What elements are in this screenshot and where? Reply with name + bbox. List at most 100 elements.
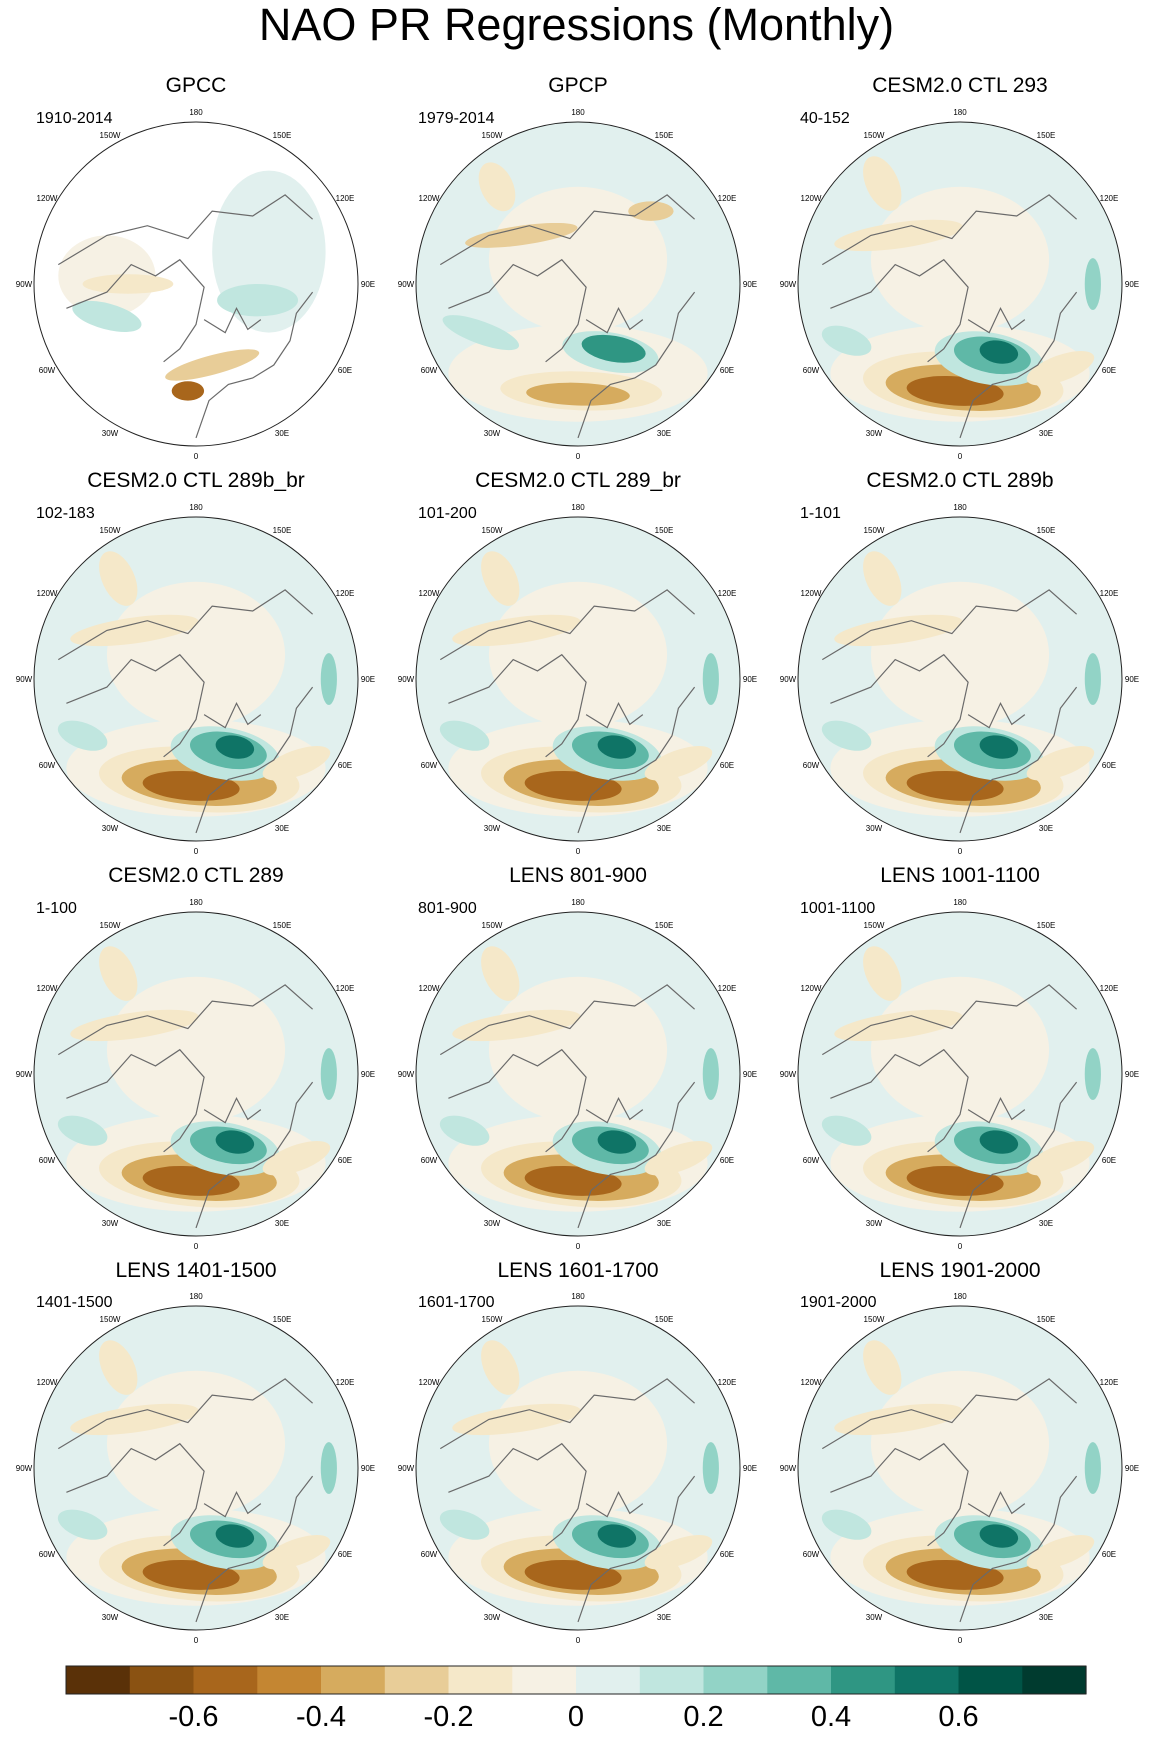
field-anomaly xyxy=(215,735,255,759)
field-anomaly xyxy=(320,1442,337,1494)
longitude-label: 180 xyxy=(189,503,203,512)
precip-field xyxy=(34,122,358,446)
field-anomaly xyxy=(821,1509,872,1540)
longitude-label: 30E xyxy=(1039,1219,1053,1228)
longitude-label: 150E xyxy=(273,921,292,930)
panel-title: LENS 1601-1700 xyxy=(497,1259,658,1282)
field-anomaly xyxy=(597,735,637,759)
longitude-label: 90W xyxy=(780,1070,797,1079)
longitude-label: 30W xyxy=(102,429,119,438)
panel-title: LENS 1001-1100 xyxy=(880,864,1040,887)
longitude-label: 60E xyxy=(720,1156,734,1165)
longitude-label: 120W xyxy=(801,984,822,993)
field-anomaly xyxy=(481,551,520,606)
longitude-label: 30W xyxy=(484,1613,501,1622)
colorbar-swatch xyxy=(384,1666,450,1694)
field-anomaly xyxy=(215,1524,255,1548)
colorbar-swatch xyxy=(767,1666,832,1694)
longitude-label: 60W xyxy=(39,1156,56,1165)
longitude-label: 150W xyxy=(100,131,121,140)
longitude-label: 30E xyxy=(1039,429,1053,438)
field-anomaly xyxy=(70,1009,199,1042)
precip-field xyxy=(798,517,1122,841)
longitude-label: 30E xyxy=(275,1219,289,1228)
colorbar-tick-label: -0.4 xyxy=(296,1701,346,1733)
longitude-label: 30E xyxy=(657,1613,671,1622)
map-boundary xyxy=(797,121,1123,447)
panel-title: LENS 1901-2000 xyxy=(879,1259,1040,1282)
period-label: 1979-2014 xyxy=(418,110,495,127)
field-anomaly xyxy=(644,1535,713,1570)
field-anomaly xyxy=(979,1524,1019,1548)
map-boundary xyxy=(797,516,1123,842)
longitude-label: 0 xyxy=(194,847,199,856)
longitude-label: 120W xyxy=(419,589,440,598)
field-anomaly xyxy=(1084,258,1101,310)
coastline xyxy=(959,1475,1078,1623)
colorbar-swatch xyxy=(129,1666,195,1694)
period-label: 40-152 xyxy=(800,110,850,127)
coastline xyxy=(967,1096,1026,1124)
field-anomaly xyxy=(215,1130,255,1154)
colorbar-tick-label: -0.2 xyxy=(424,1701,474,1733)
longitude-label: 150E xyxy=(273,131,292,140)
panel-title: GPCP xyxy=(548,74,608,97)
period-label: 1-101 xyxy=(800,505,841,522)
longitude-label: 150W xyxy=(864,526,885,535)
longitude-label: 150W xyxy=(100,921,121,930)
longitude-label: 120E xyxy=(718,984,737,993)
longitude-label: 30W xyxy=(484,429,501,438)
coastline xyxy=(66,1442,205,1547)
field-anomaly xyxy=(72,300,142,332)
longitude-label: 90W xyxy=(398,280,415,289)
map-boundary xyxy=(33,1305,359,1631)
panel-title: CESM2.0 CTL 289b xyxy=(866,469,1053,492)
longitude-label: 30W xyxy=(102,1219,119,1228)
coastline xyxy=(830,1048,969,1153)
field-anomaly xyxy=(262,1141,331,1176)
panel-title: GPCC xyxy=(166,74,227,97)
longitude-label: 150E xyxy=(273,526,292,535)
colorbar-swatch xyxy=(831,1666,896,1694)
field-anomaly xyxy=(581,334,646,363)
field-anomaly xyxy=(262,1535,331,1570)
coastline xyxy=(585,1490,644,1518)
field-anomaly xyxy=(165,349,260,381)
longitude-label: 180 xyxy=(571,1292,585,1301)
field-anomaly xyxy=(442,315,520,351)
longitude-label: 0 xyxy=(194,1242,199,1251)
precip-field xyxy=(34,1306,358,1630)
longitude-label: 0 xyxy=(958,1242,963,1251)
longitude-label: 120W xyxy=(37,1378,58,1387)
longitude-label: 90W xyxy=(16,675,33,684)
coastline xyxy=(203,306,262,334)
longitude-label: 0 xyxy=(958,847,963,856)
longitude-label: 120E xyxy=(1100,1378,1119,1387)
field-anomaly xyxy=(834,219,963,252)
longitude-label: 30W xyxy=(866,1613,883,1622)
precip-field xyxy=(798,1306,1122,1630)
longitude-label: 120W xyxy=(801,194,822,203)
field-anomaly xyxy=(171,381,205,401)
longitude-label: 90E xyxy=(743,1464,757,1473)
field-anomaly xyxy=(644,1141,713,1176)
longitude-label: 30E xyxy=(275,824,289,833)
coastline xyxy=(585,701,644,729)
field-anomaly xyxy=(628,201,674,221)
longitude-label: 180 xyxy=(953,503,967,512)
field-anomaly xyxy=(481,946,520,1001)
longitude-label: 60W xyxy=(421,1156,438,1165)
field-anomaly xyxy=(821,720,872,751)
longitude-label: 60E xyxy=(1102,1156,1116,1165)
field-anomaly xyxy=(821,325,872,356)
longitude-label: 90E xyxy=(361,1464,375,1473)
longitude-label: 30W xyxy=(102,1613,119,1622)
coastline xyxy=(439,984,695,1056)
field-anomaly xyxy=(863,1340,902,1395)
longitude-label: 90W xyxy=(16,280,33,289)
coastline xyxy=(585,306,644,334)
longitude-label: 120E xyxy=(1100,984,1119,993)
colorbar-tick-label: 0.6 xyxy=(938,1701,978,1733)
field-anomaly xyxy=(439,720,490,751)
